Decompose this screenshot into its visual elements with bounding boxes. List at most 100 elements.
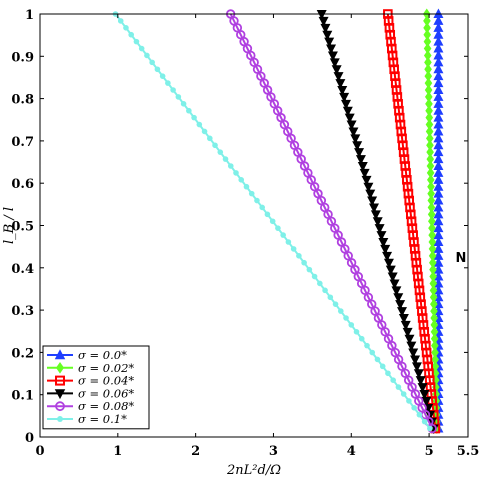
data-point [426, 153, 435, 165]
data-point [363, 182, 374, 193]
data-point [378, 237, 389, 248]
annotation-n: N [456, 251, 467, 266]
data-point [433, 243, 444, 253]
data-point [243, 183, 250, 190]
y-tick-label: 0.9 [11, 50, 34, 65]
data-point [374, 224, 385, 234]
data-point [57, 416, 63, 422]
data-point [395, 384, 402, 390]
data-point [296, 253, 302, 259]
data-point [428, 236, 437, 248]
data-point [400, 391, 407, 397]
data-point [431, 353, 439, 365]
data-point [433, 201, 444, 212]
data-point [429, 264, 437, 276]
data-point [411, 362, 422, 372]
legend-entry: σ = 0.08* [47, 399, 134, 413]
x-tick-label: 0 [35, 444, 44, 459]
data-point [359, 168, 370, 179]
data-point [324, 37, 335, 48]
data-point [170, 87, 176, 93]
data-point [427, 195, 436, 207]
data-point [425, 119, 434, 131]
data-point [180, 101, 187, 107]
data-point [425, 132, 434, 144]
data-point [269, 218, 276, 225]
data-point [123, 25, 129, 31]
data-point [426, 160, 435, 172]
data-point [423, 22, 431, 34]
data-point [397, 307, 408, 317]
data-point [406, 398, 412, 404]
data-point [367, 196, 378, 207]
data-point [433, 8, 444, 18]
data-point [54, 349, 66, 360]
data-point [368, 203, 379, 213]
x-tick-label: 5.5 [457, 444, 480, 459]
data-point [327, 51, 338, 61]
data-point [431, 360, 440, 372]
data-point [329, 58, 340, 68]
data-point [433, 15, 444, 25]
data-point [433, 160, 444, 170]
data-point [322, 30, 333, 41]
plot-area [112, 8, 444, 435]
y-tick-label: 0.3 [11, 304, 34, 319]
data-point [264, 211, 271, 218]
data-point [320, 23, 331, 34]
data-point [248, 190, 255, 197]
data-point [374, 356, 381, 363]
data-point [372, 217, 383, 227]
data-point [426, 139, 434, 151]
data-point [354, 148, 365, 158]
y-tick-label: 1 [25, 8, 34, 23]
data-point [415, 376, 426, 386]
data-point [433, 181, 444, 191]
legend-entry: σ = 0.06* [47, 386, 134, 400]
data-point [427, 425, 433, 432]
series-line [225, 9, 437, 434]
data-point [433, 188, 444, 198]
legend-box [42, 345, 150, 430]
x-tick-label: 5 [425, 444, 434, 459]
y-axis-label: l_B / l [2, 207, 17, 244]
data-point [426, 146, 434, 158]
data-point [424, 63, 432, 75]
data-point [428, 243, 437, 255]
data-point [311, 273, 318, 280]
data-point [117, 18, 124, 24]
y-tick-label: 0.4 [11, 262, 34, 277]
y-tick-label: 0.7 [11, 135, 34, 150]
data-point [433, 229, 444, 240]
data-point [322, 287, 328, 294]
data-point [55, 375, 65, 386]
y-tick-label: 0.6 [11, 177, 34, 192]
data-point [254, 197, 260, 204]
data-point [421, 396, 432, 407]
data-point [433, 153, 444, 164]
data-point [350, 134, 361, 144]
data-point [380, 244, 391, 255]
data-point [421, 418, 428, 425]
data-point [212, 142, 218, 149]
legend-label: σ = 0.0* [78, 348, 127, 362]
legend-label: σ = 0.08* [78, 399, 134, 413]
data-point [433, 84, 444, 94]
data-point [400, 320, 411, 331]
x-axis-label: 2nL²d/Ω [226, 463, 281, 478]
data-point [417, 383, 428, 393]
data-point [159, 73, 166, 79]
data-point [423, 36, 432, 48]
data-point [385, 370, 391, 377]
data-point [379, 363, 386, 370]
data-point [331, 65, 342, 75]
data-point [433, 22, 444, 32]
data-point [433, 63, 444, 74]
data-point [429, 284, 438, 296]
data-point [301, 259, 307, 266]
data-point [428, 222, 436, 234]
data-point [433, 222, 444, 233]
legend-label: σ = 0.04* [78, 374, 134, 388]
x-tick-label: 4 [347, 444, 356, 459]
data-point [428, 215, 436, 227]
